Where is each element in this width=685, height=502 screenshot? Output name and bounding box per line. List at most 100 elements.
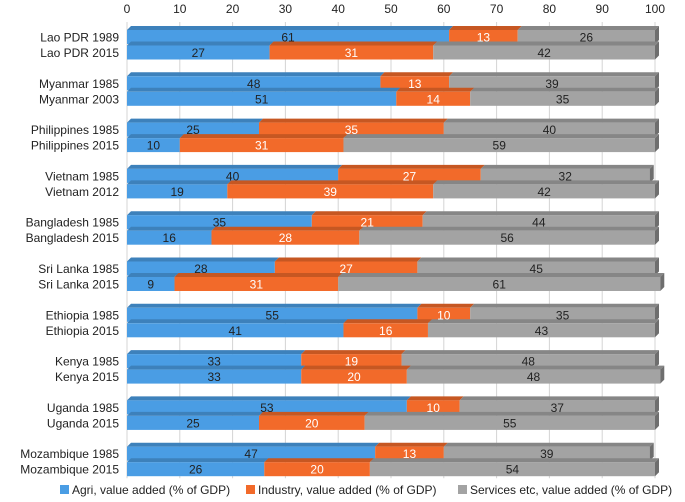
bar-segment-top [311,211,427,216]
legend-swatch [60,485,69,494]
bar-segment [459,400,655,415]
bar-segment [127,415,259,430]
bar-segment [417,307,471,322]
category-label: Myanmar 2003 [39,92,119,106]
bar-end-face [655,303,659,322]
data-label: 48 [522,355,536,369]
bar-segment-top [449,26,522,30]
x-tick-label: 60 [437,2,451,16]
x-axis-ticks: 0 10 20 30 40 50 60 70 80 90 100 [124,2,666,16]
data-label: 13 [403,447,417,461]
category-label: Sri Lanka 1985 [38,262,119,276]
bar-segment [375,446,444,461]
bar-segment [174,277,339,291]
data-label: 35 [345,123,359,137]
bar-segment [443,446,650,461]
category-label: Myanmar 1985 [39,77,119,91]
bar-end-face [655,211,659,230]
bar-segment [127,215,312,230]
bar-segment [127,138,180,153]
category-label: Kenya 1985 [55,355,119,369]
bar-end-face [660,273,665,291]
bar-segment [127,184,228,199]
bar-segment [127,446,376,461]
data-label: 48 [527,370,541,384]
bar-segment [359,230,655,245]
category-label: Lao PDR 2015 [40,46,119,60]
category-label: Sri Lanka 2015 [38,278,119,292]
bar-segment [274,261,418,276]
data-label: 10 [437,308,451,322]
bar-segment-top [127,396,411,401]
legend-swatch [246,485,255,494]
bar-segment-top [264,458,374,463]
data-label: 31 [345,46,359,60]
bar-segment-top [480,164,654,169]
bar-segment [364,415,655,430]
category-label: Mozambique 2015 [20,463,119,477]
bar-segment-top [127,87,401,92]
data-label: 37 [551,401,565,415]
bar-segment-top [433,41,659,46]
bar-segment [127,122,259,137]
data-label: 13 [408,77,422,91]
bar-segment [470,91,655,106]
data-label: 47 [244,447,258,461]
bar-segment [443,122,655,137]
category-label: Lao PDR 1989 [40,31,119,45]
bar-segment [269,45,434,60]
category-label: Uganda 1985 [47,401,119,415]
bar-segment [127,323,344,338]
bar-end-face [655,411,659,430]
data-label: 16 [379,324,393,338]
category-label: Vietnam 2012 [45,185,119,199]
x-tick-label: 30 [279,2,293,16]
bar-end-face [660,365,665,384]
data-label: 53 [260,401,274,415]
bar-segment-top [127,442,380,447]
bar-segment-top [375,442,448,447]
bar-end-face [655,257,659,276]
bar-segment-top [364,411,659,416]
bar-end-face [655,350,659,369]
bar-segment-top [470,303,659,308]
bar-segment-top [127,411,263,416]
bar-segment [406,369,661,384]
x-tick-label: 10 [173,2,187,16]
bar-segment-top [127,303,422,308]
category-label: Vietnam 1985 [45,169,119,183]
bar-segment [259,415,365,430]
data-label: 59 [493,139,507,153]
data-label: 31 [255,139,269,153]
category-label: Bangladesh 1985 [26,216,120,230]
data-label: 35 [556,92,570,106]
bar-end-face [655,87,659,106]
data-label: 33 [207,370,221,384]
bar-segment-top [443,118,659,123]
bar-segment [406,400,460,415]
bar-segment-top [417,257,659,262]
x-tick-label: 80 [543,2,557,16]
data-label: 35 [213,216,227,230]
bar-segment-top [174,273,343,277]
data-label: 39 [545,77,559,91]
data-label: 16 [163,231,177,245]
data-label: 31 [250,278,264,292]
bar-segment [264,462,370,477]
data-label: 10 [427,401,441,415]
data-label: 55 [266,308,280,322]
category-label: Kenya 2015 [55,370,119,384]
data-label: 20 [310,463,324,477]
data-label: 51 [255,92,269,106]
bar-segment [127,307,418,322]
data-label: 54 [506,463,520,477]
bar-segment-top [127,319,348,324]
bar-segment-top [443,442,654,447]
data-label: 61 [493,278,507,292]
bar-segment [369,462,655,477]
bar-segment-top [338,273,665,277]
category-label: Bangladesh 2015 [26,231,120,245]
bar-segment-top [343,134,659,139]
bar-segment [127,462,265,477]
